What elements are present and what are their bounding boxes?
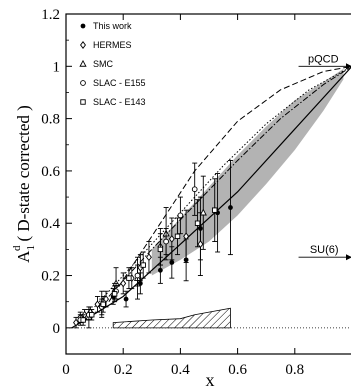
data-point <box>100 301 106 307</box>
y-tick-label: 0 <box>53 321 61 337</box>
plot-area <box>66 65 351 329</box>
legend-marker <box>80 80 86 86</box>
annotation-label: pQCD <box>308 53 339 65</box>
data-point <box>174 233 181 239</box>
data-point <box>157 246 164 253</box>
y-axis-title-suffix: ( D-state corrected ) <box>14 105 33 241</box>
legend-label: SLAC - E155 <box>93 78 146 88</box>
data-point <box>123 296 129 302</box>
data-point <box>197 240 204 249</box>
legend-marker <box>80 41 86 49</box>
legend: This work HERMES SMC SLAC - E155 SLAC - E143 <box>79 21 146 107</box>
annotations: pQCD SU(6) <box>298 53 351 261</box>
legend-label: SMC <box>93 59 114 69</box>
data-point <box>145 253 152 262</box>
legend-label: SLAC - E143 <box>93 97 146 107</box>
data-point <box>157 267 163 273</box>
y-tick-label: 0.6 <box>41 164 60 180</box>
data-point <box>89 312 95 318</box>
data-point <box>194 220 201 226</box>
data-point <box>80 317 86 323</box>
data-point <box>94 300 101 309</box>
data-point <box>140 262 146 268</box>
data-point <box>134 272 141 279</box>
x-axis-title: x <box>206 370 215 389</box>
x-tick-label: 0.6 <box>228 362 247 378</box>
data-point <box>177 212 184 219</box>
data-point <box>120 279 127 288</box>
data-point <box>183 232 190 241</box>
data-point <box>73 318 79 327</box>
data-point <box>137 280 143 286</box>
data-point <box>228 205 233 210</box>
data-point <box>168 234 175 243</box>
y-axis-title-sup: d <box>11 245 23 251</box>
y-tick-label: 0.2 <box>41 269 60 285</box>
y-axis-title: A1d ( D-state corrected ) <box>11 105 37 263</box>
y-tick-label: 1 <box>53 59 61 75</box>
data-point <box>163 238 169 245</box>
y-tick-label: 1.2 <box>41 7 60 23</box>
annotation-label: SU(6) <box>310 244 339 256</box>
data-point <box>199 208 207 216</box>
tick-labels: 0 0.2 0.4 0.6 0.8 0 0.2 0.4 0.6 0.8 1 1.2 <box>41 7 304 378</box>
legend-marker <box>80 23 86 29</box>
annotation-arrowhead <box>346 254 351 261</box>
y-axis-title-sub: 1 <box>25 245 37 251</box>
legend-marker <box>79 59 87 67</box>
x-tick-label: 0.2 <box>114 362 133 378</box>
series-slac-e143 <box>80 178 218 326</box>
x-tick-label: 0 <box>62 362 70 378</box>
data-point <box>191 186 198 193</box>
systematic-error-band <box>112 307 231 329</box>
plot-clip-group <box>66 65 351 329</box>
data-point <box>103 295 110 304</box>
data-point <box>111 291 118 297</box>
plot-frame <box>65 13 351 355</box>
y-tick-label: 0.8 <box>41 112 60 128</box>
y-axis-title-main: A <box>14 250 33 263</box>
axis-ticks <box>65 13 296 354</box>
x-tick-label: 0.8 <box>285 362 304 378</box>
annotation-arrowhead <box>346 63 351 70</box>
data-point <box>169 260 175 265</box>
y-tick-label: 0.4 <box>41 216 60 232</box>
legend-label: HERMES <box>93 40 132 50</box>
x-tick-label: 0.4 <box>171 362 190 378</box>
data-point <box>126 275 132 281</box>
model-curve-dashdot <box>108 66 351 297</box>
legend-marker <box>80 99 86 105</box>
data-point <box>212 207 218 213</box>
legend-label: This work <box>93 21 132 31</box>
